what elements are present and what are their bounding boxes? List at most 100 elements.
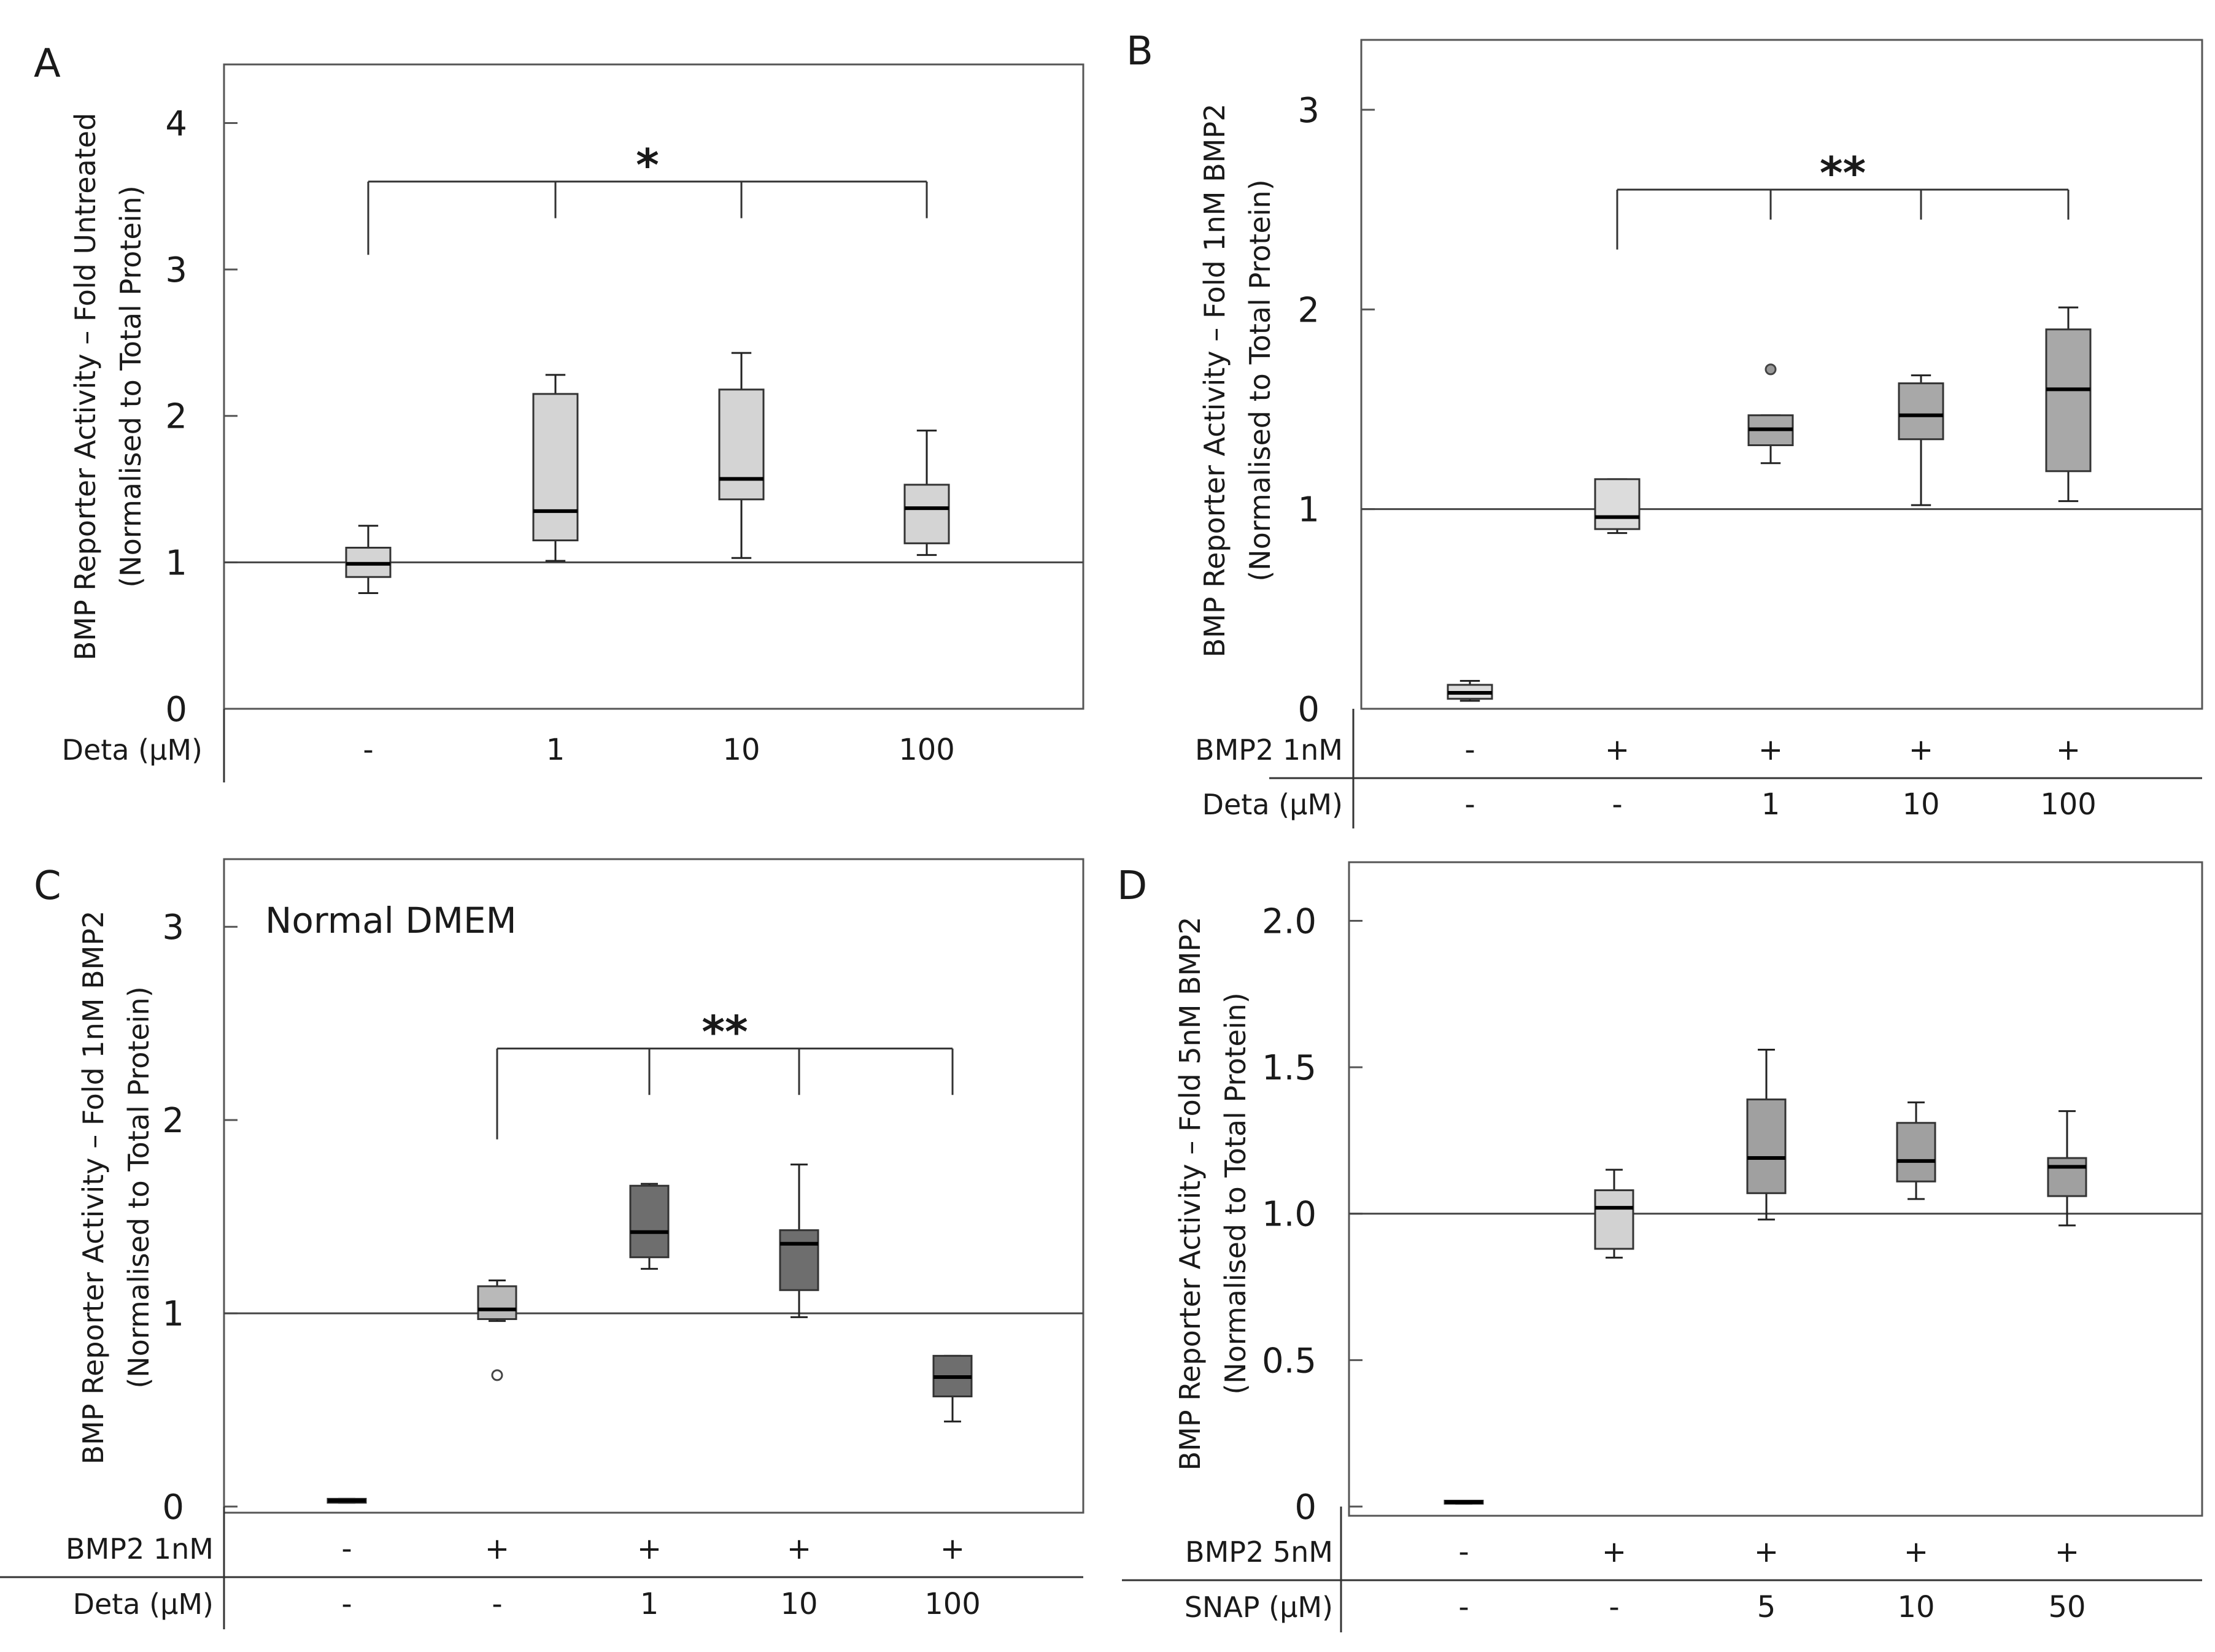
y-tick-label: 2.0	[1262, 901, 1316, 941]
treatment-table: Deta (µM) - 1 10 100	[62, 709, 955, 782]
y-tick-label: 3	[165, 250, 187, 290]
y-ticks: 0 0.5 1.0 1.5 2.0	[1262, 901, 1363, 1527]
treatment-cell: 10	[1902, 787, 1939, 822]
condition-note: Normal DMEM	[265, 900, 517, 941]
y-tick-label: 0	[165, 690, 187, 730]
box-iqr	[532, 393, 579, 542]
box-plot	[1444, 1499, 1484, 1505]
treatment-cell: 100	[899, 733, 955, 767]
y-axis-label: BMP Reporter Activity – Fold Untreated (…	[69, 113, 147, 661]
plot-frame	[1348, 861, 2203, 1517]
y-label-line2: (Normalised to Total Protein)	[122, 986, 155, 1388]
treatment-cell: +	[1605, 733, 1629, 767]
panel-letter-a: A	[34, 41, 61, 87]
y-label-line1: BMP Reporter Activity – Fold 1nM BMP2	[77, 911, 110, 1465]
treatment-cell: -	[1458, 1535, 1469, 1569]
treatment-row-label: Deta (µM)	[73, 1588, 214, 1621]
box-plot	[1746, 1048, 1787, 1221]
treatment-cell: -	[341, 1532, 352, 1566]
box-plot	[932, 1354, 973, 1422]
treatment-cell: 100	[924, 1587, 981, 1621]
outlier-point	[491, 1369, 503, 1381]
box-plot	[903, 430, 950, 556]
box-iqr	[2045, 328, 2092, 473]
box-iqr	[779, 1229, 819, 1291]
treatment-cell: +	[2056, 733, 2081, 767]
panel-letter-b: B	[1126, 29, 1153, 74]
panel-d: D BMP Reporter Activity – Fold 5nM BMP2 …	[1117, 861, 2203, 1632]
significance-marker: **	[702, 1006, 748, 1058]
box-plot	[477, 1280, 517, 1381]
box-plot	[1898, 374, 1944, 506]
treatment-cell: +	[1758, 733, 1783, 767]
treatment-cell: 10	[722, 733, 760, 767]
y-label-line1: BMP Reporter Activity – Fold 5nM BMP2	[1173, 917, 1207, 1471]
panel-letter-c: C	[34, 863, 61, 909]
box-plot	[1896, 1101, 1936, 1200]
treatment-cell: -	[363, 733, 373, 767]
treatment-cell: +	[637, 1532, 662, 1566]
treatment-cell: -	[492, 1587, 502, 1621]
treatment-cell: 50	[2048, 1590, 2086, 1624]
treatment-cell: 1	[640, 1587, 659, 1621]
treatment-row-label: SNAP (µM)	[1185, 1591, 1333, 1624]
box-plot	[1594, 1168, 1634, 1259]
y-tick-label: 1	[165, 543, 187, 583]
y-tick-label: 0	[162, 1488, 184, 1527]
boxes	[1447, 306, 2092, 702]
treatment-cell: -	[1609, 1590, 1619, 1624]
significance-marker: **	[1820, 147, 1866, 199]
y-tick-label: 2	[165, 397, 187, 437]
treatment-cell: 5	[1757, 1590, 1776, 1624]
treatment-table: BMP2 5nM - + + + + SNAP (µM) - - 5 10 50	[1122, 1507, 2202, 1632]
significance-bracket: **	[496, 1006, 954, 1140]
y-tick-label: 1	[162, 1294, 184, 1334]
y-label-line2: (Normalised to Total Protein)	[1219, 992, 1252, 1394]
significance-marker: *	[636, 139, 659, 191]
box-iqr	[1594, 1189, 1634, 1250]
y-tick-label: 3	[1297, 91, 1320, 131]
y-ticks: 0 1 2 3 4	[165, 104, 238, 730]
box-plot	[718, 352, 765, 559]
y-tick-label: 1.0	[1262, 1195, 1316, 1235]
boxes	[345, 352, 950, 594]
treatment-cell: -	[1464, 733, 1475, 767]
panel-a: A BMP Reporter Activity – Fold Untreated…	[34, 41, 1084, 782]
box-plot	[2047, 1110, 2087, 1227]
box-iqr	[477, 1285, 517, 1321]
y-tick-label: 4	[165, 104, 187, 144]
treatment-cell: +	[1754, 1535, 1779, 1569]
y-tick-label: 2	[162, 1101, 184, 1141]
panel-c: C Normal DMEM BMP Reporter Activity – Fo…	[0, 858, 1084, 1629]
treatment-cell: 10	[780, 1587, 818, 1621]
y-tick-label: 0.5	[1262, 1341, 1316, 1381]
y-axis-label: BMP Reporter Activity – Fold 5nM BMP2 (N…	[1173, 917, 1252, 1471]
box-iqr	[1746, 1098, 1787, 1194]
box-plot	[327, 1497, 367, 1504]
box-plot	[1447, 679, 1493, 702]
treatment-table: BMP2 1nM - + + + + Deta (µM) - - 1 10 100	[1195, 709, 2202, 828]
treatment-cell: -	[1464, 787, 1475, 822]
treatment-row-label: Deta (µM)	[1202, 788, 1343, 821]
box-iqr	[903, 484, 950, 544]
box-iqr	[629, 1184, 670, 1259]
treatment-cell: +	[940, 1532, 965, 1566]
y-tick-label: 3	[162, 908, 184, 948]
y-ticks: 0 1 2 3	[1297, 91, 1375, 730]
plot-frame	[1360, 39, 2203, 710]
y-tick-label: 2	[1297, 290, 1320, 330]
box-iqr	[1896, 1122, 1936, 1183]
box-plot	[532, 374, 579, 562]
treatment-row-label: Deta (µM)	[62, 733, 203, 766]
box-plot	[629, 1183, 670, 1270]
y-label-line2: (Normalised to Total Protein)	[114, 185, 147, 587]
box-iqr	[2047, 1157, 2087, 1197]
box-plot	[1747, 363, 1794, 465]
boxes	[1444, 1048, 2087, 1505]
y-label-line1: BMP Reporter Activity – Fold Untreated	[69, 113, 102, 661]
y-label-line2: (Normalised to Total Protein)	[1243, 179, 1277, 581]
y-axis-label: BMP Reporter Activity – Fold 1nM BMP2 (N…	[1198, 104, 1277, 658]
box-iqr	[718, 388, 765, 501]
box-plot	[345, 525, 392, 594]
